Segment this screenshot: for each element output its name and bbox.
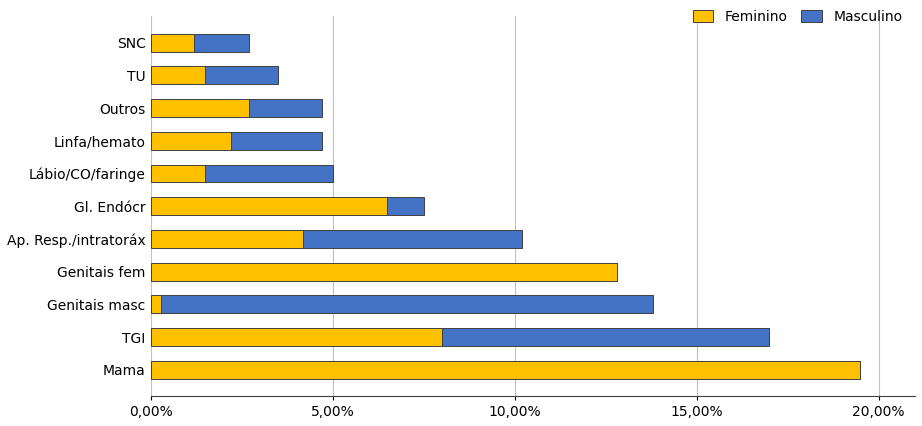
Bar xyxy=(150,66,206,84)
Bar xyxy=(249,99,322,117)
Bar xyxy=(161,295,653,314)
Bar xyxy=(150,263,617,281)
Bar xyxy=(442,328,770,346)
Bar xyxy=(150,99,249,117)
Bar xyxy=(150,34,195,52)
Bar xyxy=(150,328,442,346)
Bar xyxy=(230,132,322,150)
Bar xyxy=(150,164,206,182)
Bar xyxy=(303,230,522,248)
Bar xyxy=(150,295,161,314)
Bar xyxy=(206,66,278,84)
Bar xyxy=(150,132,230,150)
Bar xyxy=(150,361,860,379)
Legend: Feminino, Masculino: Feminino, Masculino xyxy=(687,4,908,29)
Bar xyxy=(150,197,387,215)
Bar xyxy=(195,34,249,52)
Bar xyxy=(150,230,303,248)
Bar xyxy=(206,164,333,182)
Bar xyxy=(387,197,423,215)
